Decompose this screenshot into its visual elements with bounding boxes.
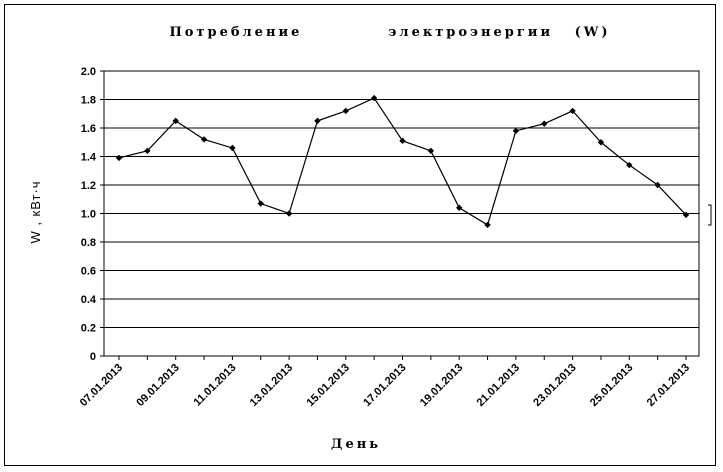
data-point	[427, 147, 435, 154]
data-point	[172, 117, 179, 125]
y-tick-label: 0.4	[81, 294, 97, 306]
y-tick-label: 1.0	[81, 209, 96, 221]
series-line	[118, 97, 687, 226]
y-tick-label: 0	[90, 351, 96, 363]
y-axis-ticks: 0 0.2 0.4 0.6 0.8 1.0 1.2 1.4 1.6 1.8 2.0	[81, 66, 104, 363]
data-point	[370, 94, 378, 102]
x-tick-label: 13.01.2013	[248, 362, 295, 409]
x-axis-label: День	[331, 437, 381, 452]
x-tick-label: 17.01.2013	[361, 362, 408, 409]
grid-lines	[104, 70, 699, 328]
data-point	[200, 136, 208, 143]
x-tick-label: 07.01.2013	[78, 362, 125, 409]
y-tick-label: 1.4	[81, 152, 97, 164]
y-tick-label: 1.8	[81, 95, 96, 107]
legend	[708, 204, 712, 226]
y-tick-label: 0.6	[81, 266, 96, 278]
y-tick-label: 0.2	[81, 323, 96, 335]
x-tick-label: 11.01.2013	[192, 362, 239, 409]
data-point	[626, 161, 633, 169]
y-tick-label: 0.8	[81, 237, 96, 249]
data-point	[144, 147, 151, 154]
data-point	[399, 137, 406, 145]
data-point	[285, 210, 293, 217]
x-tick-label: 23.01.2013	[531, 362, 578, 409]
y-axis-label: W , кВт·ч	[28, 180, 43, 243]
data-point	[342, 107, 349, 115]
x-tick-label: 19.01.2013	[418, 362, 465, 409]
data-point	[257, 200, 264, 207]
data-point	[541, 120, 548, 127]
y-tick-label: 1.2	[81, 180, 96, 192]
x-axis-ticks: 07.01.2013 09.01.2013 11.01.2013 13.01.2013…	[78, 356, 692, 409]
x-tick-label: 09.01.2013	[134, 362, 181, 409]
chart-frame	[4, 4, 716, 466]
y-tick-label: 2.0	[81, 66, 96, 78]
data-point	[115, 154, 123, 162]
data-point	[314, 117, 321, 125]
data-point	[569, 107, 576, 115]
data-point	[484, 221, 491, 229]
chart-title: Потребление электроэнергии (W)	[169, 25, 610, 40]
series-group	[115, 94, 690, 229]
data-point	[512, 127, 520, 135]
data-point	[682, 211, 690, 219]
legend-box	[708, 204, 712, 226]
data-point	[597, 139, 605, 146]
data-point	[654, 181, 661, 189]
y-tick-label: 1.6	[81, 123, 96, 135]
x-tick-label: 27.01.2013	[645, 362, 692, 409]
x-tick-label: 21.01.2013	[475, 362, 522, 409]
data-point	[456, 204, 463, 211]
data-point	[229, 144, 236, 152]
x-tick-label: 25.01.2013	[588, 362, 635, 409]
x-tick-label: 15.01.2013	[305, 362, 352, 409]
